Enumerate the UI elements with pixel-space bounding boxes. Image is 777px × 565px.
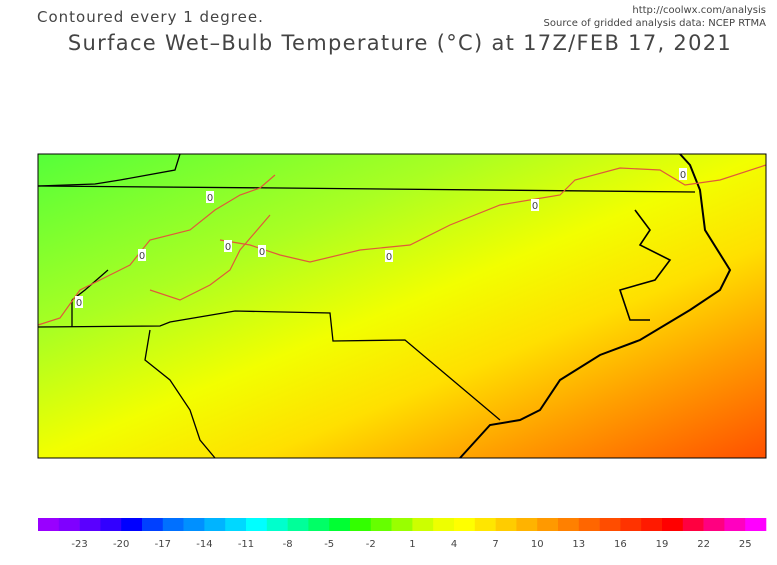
contour-note: Contoured every 1 degree. (37, 8, 264, 26)
boundaries (37, 153, 732, 459)
contour-label-bg (75, 296, 83, 308)
color-swatch (329, 518, 351, 531)
temperature-field (38, 154, 766, 458)
contour-label: 0 (259, 247, 265, 258)
contour-label-bg (138, 249, 146, 261)
color-swatch (558, 518, 580, 531)
color-swatch (225, 518, 247, 531)
colorbar-label: -5 (324, 539, 334, 550)
colorbar-label: 7 (492, 539, 498, 550)
color-swatch (38, 518, 60, 531)
color-swatch (162, 518, 184, 531)
source: Source of gridded analysis data: NCEP RT… (544, 18, 767, 29)
color-swatch (204, 518, 226, 531)
color-swatch (537, 518, 559, 531)
colorbar-label: 10 (531, 539, 544, 550)
colorbar-label: 19 (656, 539, 669, 550)
colorbar-label: 25 (739, 539, 752, 550)
color-swatch (703, 518, 725, 531)
colorbar-label: -11 (238, 539, 254, 550)
colorbar-label: -23 (71, 539, 87, 550)
color-swatch (391, 518, 413, 531)
contour-label: 0 (76, 298, 82, 309)
color-swatch (745, 518, 767, 531)
color-swatch (662, 518, 684, 531)
colorbar-label: -14 (196, 539, 212, 550)
contour-label: 0 (139, 251, 145, 262)
color-swatch (100, 518, 122, 531)
color-swatch (142, 518, 164, 531)
color-swatch (474, 518, 496, 531)
color-swatch (266, 518, 288, 531)
color-swatch (454, 518, 476, 531)
contour-label: 0 (386, 252, 392, 263)
color-swatch (412, 518, 434, 531)
contour-label: 0 (225, 242, 231, 253)
color-swatch (246, 518, 268, 531)
url: http://coolwx.com/analysis (632, 5, 766, 16)
color-swatch (620, 518, 642, 531)
color-swatch (287, 518, 309, 531)
contour-label-bg (224, 240, 232, 252)
color-swatch (370, 518, 392, 531)
color-swatch (495, 518, 517, 531)
contour-label-bg (258, 245, 266, 257)
contour-label-bg (206, 191, 214, 203)
contour-line (37, 164, 767, 326)
color-swatch (578, 518, 600, 531)
color-swatch (641, 518, 663, 531)
color-swatch (308, 518, 330, 531)
colorbar-label: 16 (614, 539, 627, 550)
contour-label: 0 (207, 193, 213, 204)
colorbar-label: -2 (366, 539, 376, 550)
colorbar-label: 13 (572, 539, 585, 550)
colorbar-label: -20 (113, 539, 129, 550)
color-swatch (350, 518, 372, 531)
contour-label-bg (531, 199, 539, 211)
color-swatch (724, 518, 746, 531)
contour-label: 0 (532, 201, 538, 212)
color-swatch (682, 518, 704, 531)
colorbar-label: -8 (283, 539, 293, 550)
color-swatch (516, 518, 538, 531)
colorbar-label: 4 (451, 539, 457, 550)
colorbar-label: 1 (409, 539, 415, 550)
colorbar-label: -17 (155, 539, 171, 550)
contour-label: 0 (680, 170, 686, 181)
title: Surface Wet–Bulb Temperature (°C) at 17Z… (68, 31, 732, 55)
color-swatch (599, 518, 621, 531)
color-swatch (58, 518, 80, 531)
map-frame (37, 153, 767, 459)
contour-label-bg (679, 168, 687, 180)
color-swatch (79, 518, 101, 531)
colorbar: -23 -20 -17 -14 -11 -8 -5 -2 1 4 7 10 13 16 19 22 25 (38, 518, 767, 550)
contour-label-bg (385, 250, 393, 262)
map: 0 0 0 0 0 0 0 0 (37, 153, 767, 459)
color-swatch (121, 518, 143, 531)
color-swatch (183, 518, 205, 531)
colorbar-label: 22 (697, 539, 710, 550)
color-swatch (433, 518, 455, 531)
